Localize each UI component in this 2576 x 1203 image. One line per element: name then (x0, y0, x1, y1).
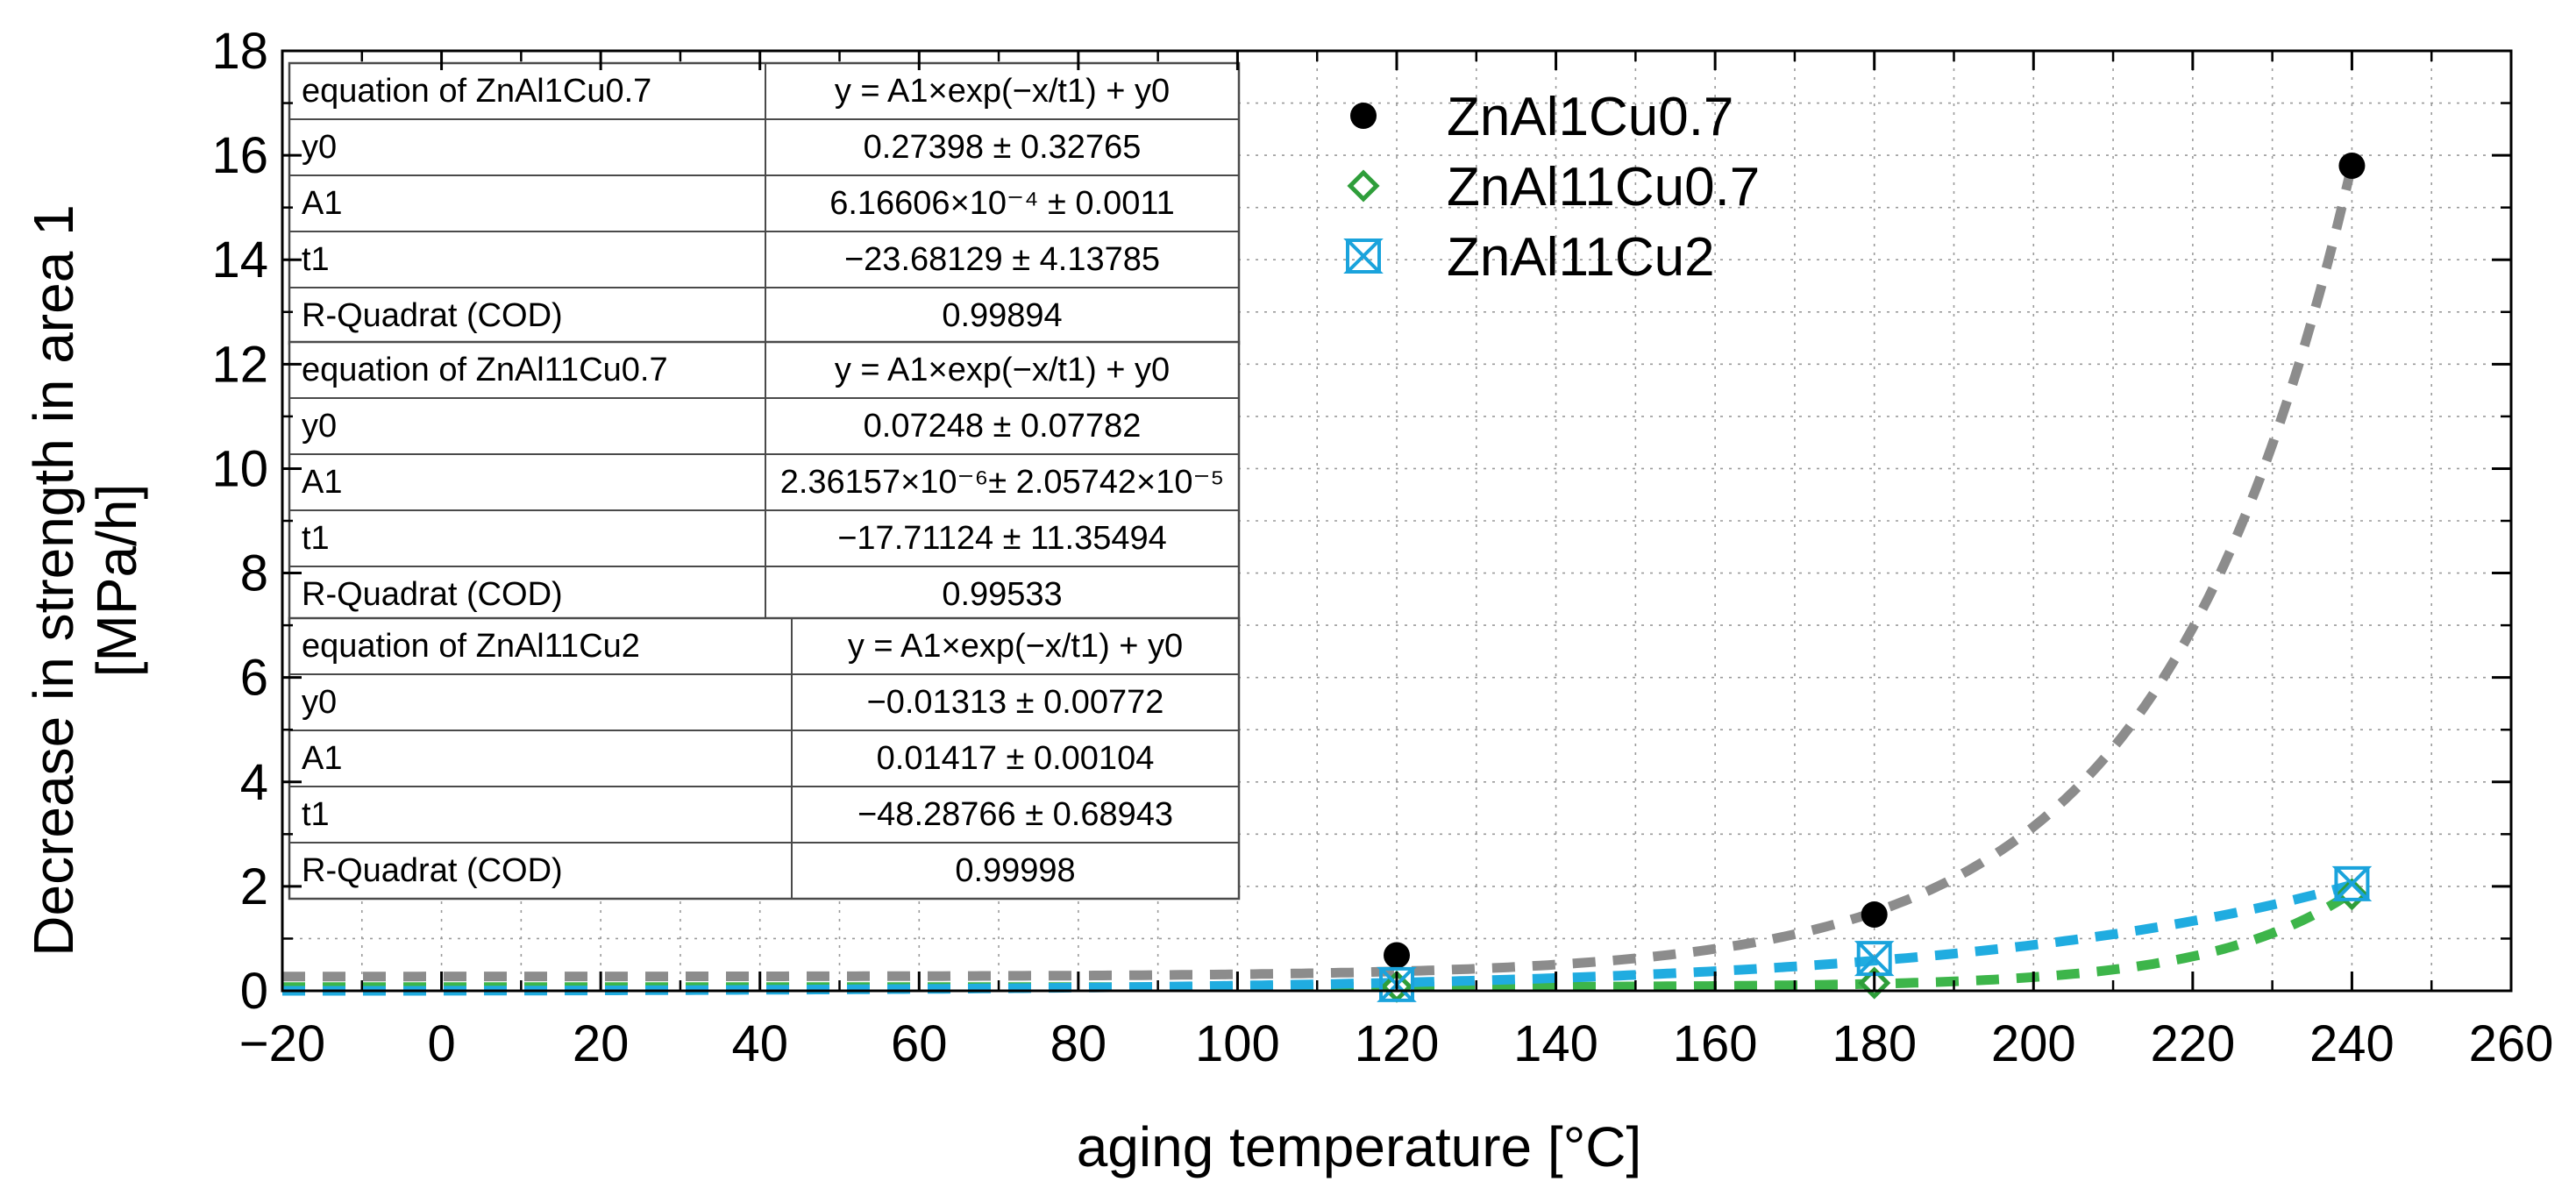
fit-curve-ZnAl1Cu0.7 (282, 164, 2357, 982)
fit-table-frame (288, 61, 1241, 345)
fit-table-value: 0.99894 (942, 297, 1062, 334)
legend: ZnAl1Cu0.7 ZnAl11Cu0.7 ZnAl11Cu2 (1343, 87, 1760, 288)
fit-table-label: A1 (302, 185, 342, 222)
x-axis-label: aging temperature [°C] (1077, 1115, 1642, 1178)
x-tick-label: 20 (573, 1015, 630, 1072)
fit-table-label: A1 (302, 740, 342, 777)
marker-circle (1384, 942, 1410, 969)
grid (282, 51, 2511, 991)
fit-table-label: equation of ZnAl11Cu2 (302, 628, 640, 665)
fit-table-value: y = A1×exp(−x/t1) + y0 (835, 73, 1170, 110)
fit-table-value: −0.01313 ± 0.00772 (867, 684, 1164, 721)
y-tick-label: 2 (240, 858, 268, 915)
data-point-ZnAl1Cu0.7 (1384, 942, 1410, 969)
fit-table: equation of ZnAl11Cu0.7 y = A1×exp(−x/t1)… (288, 340, 1241, 624)
x-tick-label: −20 (239, 1015, 325, 1072)
legend-marker-ZnAl11Cu2 (1343, 238, 1384, 274)
x-tick-label: 240 (2309, 1015, 2395, 1072)
fit-table-value: −48.28766 ± 0.68943 (857, 796, 1173, 833)
data-point-ZnAl11Cu2 (1854, 941, 1895, 977)
x-tick-label: 40 (731, 1015, 788, 1072)
y-tick-label: 0 (240, 963, 268, 1020)
fit-table-value: −17.71124 ± 11.35494 (837, 520, 1167, 557)
legend-label: ZnAl11Cu2 (1447, 227, 1715, 288)
fit-table-label: y0 (302, 129, 337, 166)
fit-table: equation of ZnAl11Cu2 y = A1×exp(−x/t1) +… (288, 616, 1241, 900)
y-tick-label: 18 (211, 23, 268, 80)
fit-table-frame (288, 340, 1241, 624)
x-tick-label: 80 (1050, 1015, 1107, 1072)
fit-table-label: y0 (302, 408, 337, 445)
y-axis-label-line2: [MPa/h] (85, 484, 148, 678)
x-tick-label: 0 (427, 1015, 455, 1072)
data-point-ZnAl11Cu0.7 (2335, 878, 2368, 911)
fit-table-value: 0.99533 (942, 576, 1062, 613)
fit-table-label: t1 (302, 796, 330, 833)
y-tick-label: 16 (211, 127, 268, 184)
legend-label: ZnAl1Cu0.7 (1447, 87, 1733, 147)
fit-table-label: t1 (302, 241, 330, 278)
x-tick-label: 60 (891, 1015, 948, 1072)
data-point-ZnAl11Cu2 (2331, 865, 2373, 901)
y-tick-label: 6 (240, 650, 268, 707)
fit-table-label: R-Quadrat (COD) (302, 576, 563, 613)
marker-circle (1350, 103, 1377, 129)
y-tick-label: 12 (211, 336, 268, 393)
fit-table-label: equation of ZnAl11Cu0.7 (302, 352, 668, 388)
x-tick-label: 120 (1355, 1015, 1440, 1072)
y-axis-label-line1: Decrease in strength in area 1 (22, 204, 85, 956)
x-tick-label: 160 (1673, 1015, 1758, 1072)
y-tick-label: 10 (211, 440, 268, 497)
fit-table-label: A1 (302, 464, 342, 501)
x-tick-label: 220 (2150, 1015, 2235, 1072)
x-tick-label: 180 (1832, 1015, 1917, 1072)
marker-diamond (2335, 878, 2368, 911)
fit-table-value: 0.99998 (955, 852, 1075, 889)
fit-table-value: 6.16606×10⁻⁴ ± 0.0011 (829, 185, 1175, 222)
fit-table-value: −23.68129 ± 4.13785 (844, 241, 1160, 278)
y-tick-label: 8 (240, 545, 268, 602)
fit-table-label: R-Quadrat (COD) (302, 852, 563, 889)
fit-table-value: y = A1×exp(−x/t1) + y0 (835, 352, 1170, 388)
x-tick-label: 200 (1991, 1015, 2076, 1072)
x-tick-label: 100 (1195, 1015, 1280, 1072)
axis-ticks: −20 0 20 40 60 80 100 120 140 160 180 200 220 240 2600… (211, 23, 2553, 1072)
marker-circle (1861, 901, 1888, 929)
fit-table-value: 0.01417 ± 0.00104 (877, 740, 1155, 777)
y-tick-label: 14 (211, 231, 268, 288)
fit-table-value: y = A1×exp(−x/t1) + y0 (848, 628, 1183, 665)
legend-marker-ZnAl1Cu0.7 (1350, 103, 1377, 129)
y-tick-label: 4 (240, 754, 268, 811)
legend-label: ZnAl11Cu0.7 (1447, 157, 1760, 217)
x-tick-label: 260 (2469, 1015, 2554, 1072)
data-point-ZnAl1Cu0.7 (1861, 901, 1888, 929)
fit-table: equation of ZnAl1Cu0.7 y = A1×exp(−x/t1) … (288, 61, 1241, 345)
fit-table-value: 0.27398 ± 0.32765 (864, 129, 1142, 166)
legend-marker-ZnAl11Cu0.7 (1347, 169, 1380, 203)
marker-diamond (1347, 169, 1380, 203)
fit-table-value: 2.36157×10⁻⁶± 2.05742×10⁻⁵ (780, 464, 1225, 501)
data-point-ZnAl1Cu0.7 (2338, 153, 2366, 180)
fit-table-frame (288, 616, 1241, 900)
fit-table-label: t1 (302, 520, 330, 557)
fit-parameter-tables: equation of ZnAl1Cu0.7 y = A1×exp(−x/t1) … (288, 61, 1241, 900)
x-tick-label: 140 (1513, 1015, 1598, 1072)
marker-circle (2338, 153, 2366, 180)
fit-table-label: y0 (302, 684, 337, 721)
fit-table-value: 0.07248 ± 0.07782 (864, 408, 1142, 445)
fit-table-label: R-Quadrat (COD) (302, 297, 563, 334)
fit-table-label: equation of ZnAl1Cu0.7 (302, 73, 651, 110)
